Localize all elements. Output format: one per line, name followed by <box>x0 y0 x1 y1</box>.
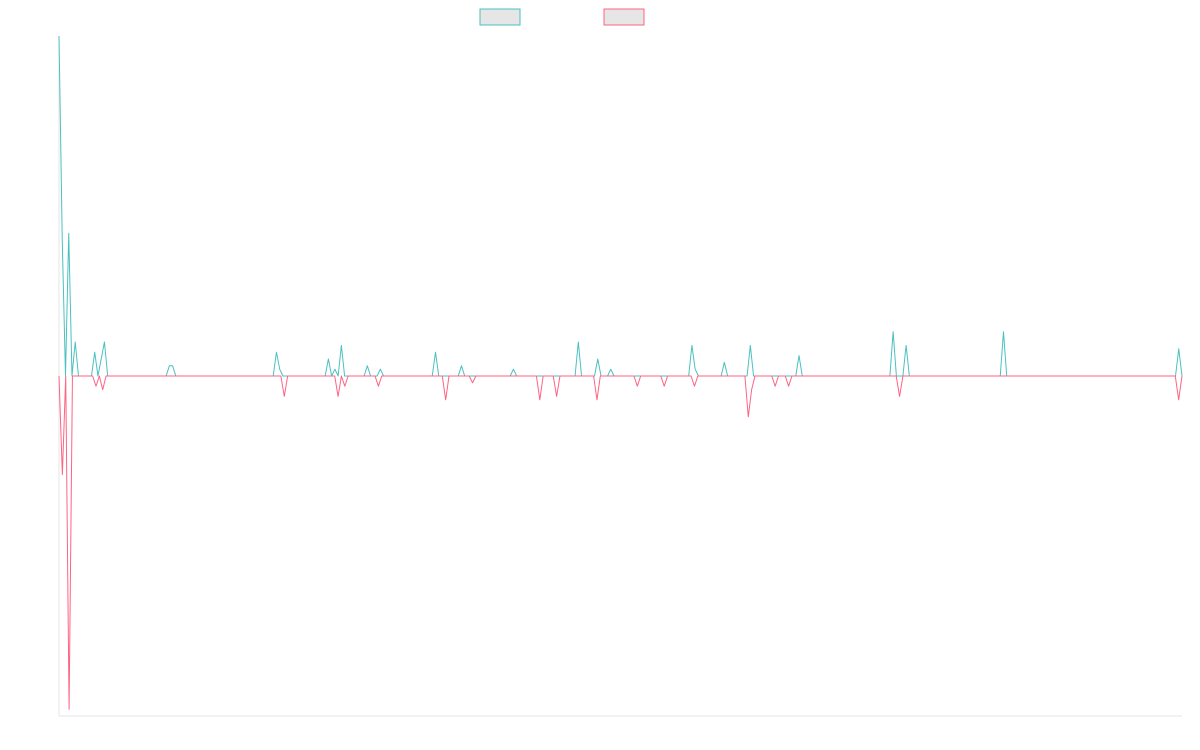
legend-swatch-2[interactable] <box>603 8 645 26</box>
series-layer <box>58 35 1183 710</box>
chart-legend <box>479 8 645 26</box>
series-line-1 <box>58 35 1183 377</box>
legend-swatch-1[interactable] <box>479 8 521 26</box>
series-line-2 <box>58 375 1183 710</box>
